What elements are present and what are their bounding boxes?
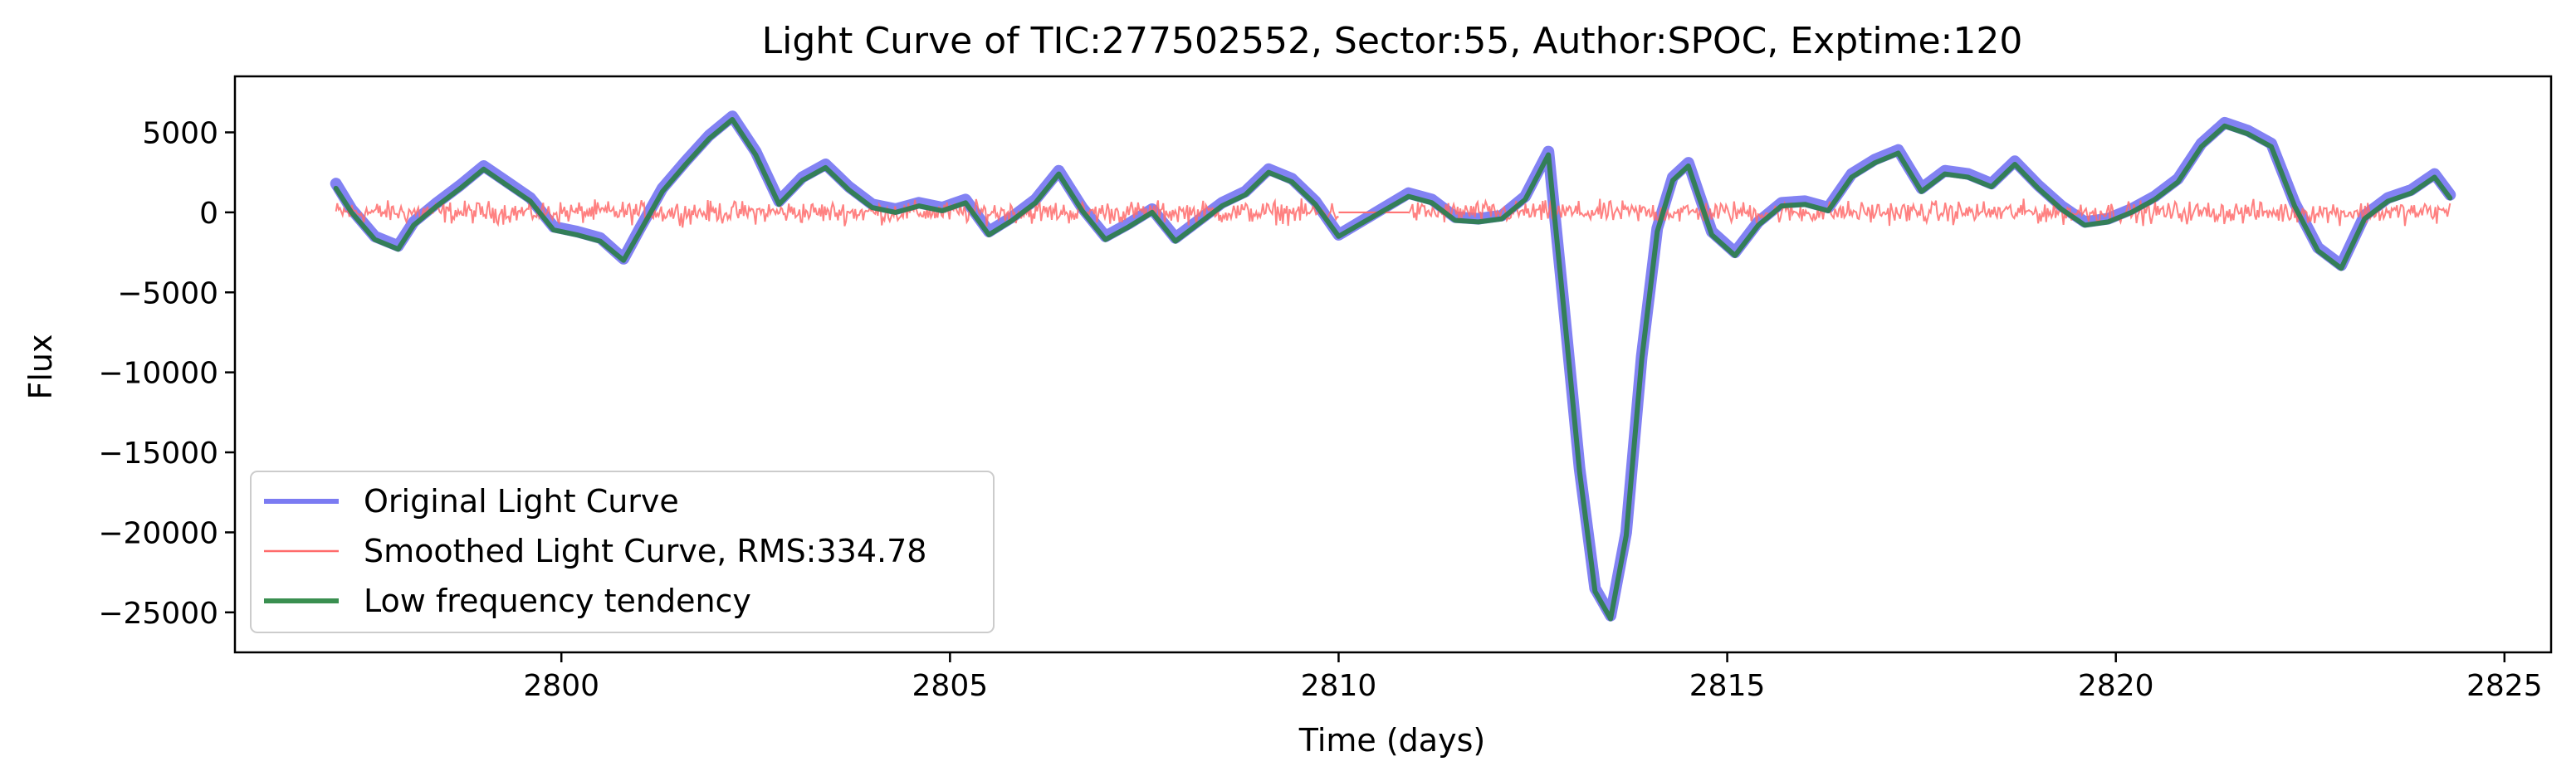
x-tick-label: 2805 <box>912 669 989 703</box>
x-axis: 2800 2805 2810 2815 2820 2825 <box>523 652 2543 703</box>
x-axis-label: Time (days) <box>1298 722 1485 759</box>
y-tick-label: −15000 <box>98 437 218 471</box>
series-smoothed-line <box>335 198 1339 228</box>
y-tick-label: 5000 <box>142 116 218 150</box>
y-tick-label: −10000 <box>98 357 218 391</box>
y-tick-label: −25000 <box>98 597 218 631</box>
chart-title: Light Curve of TIC:277502552, Sector:55,… <box>762 20 2023 62</box>
x-tick-label: 2810 <box>1301 669 1377 703</box>
legend-label-tendency: Low frequency tendency <box>364 583 751 619</box>
y-axis-label: Flux <box>22 334 59 400</box>
series-tendency-line <box>333 117 2453 622</box>
legend: Original Light Curve Smoothed Light Curv… <box>250 471 995 633</box>
legend-label-original: Original Light Curve <box>364 483 679 520</box>
x-tick-label: 2815 <box>1689 669 1766 703</box>
series-smoothed-line <box>1407 198 2451 227</box>
y-tick-label: −5000 <box>117 276 218 310</box>
plot-frame <box>233 75 2553 654</box>
legend-box <box>250 471 995 633</box>
plot-area <box>330 110 2456 622</box>
x-tick-label: 2800 <box>523 669 599 703</box>
y-tick-label: 0 <box>199 197 218 231</box>
legend-label-smoothed: Smoothed Light Curve, RMS:334.78 <box>364 533 926 569</box>
y-tick-label: −20000 <box>98 516 218 550</box>
x-tick-label: 2820 <box>2078 669 2154 703</box>
x-tick-label: 2825 <box>2466 669 2543 703</box>
y-axis: 5000 0 −5000 −10000 −15000 −20000 −25000 <box>98 116 235 631</box>
